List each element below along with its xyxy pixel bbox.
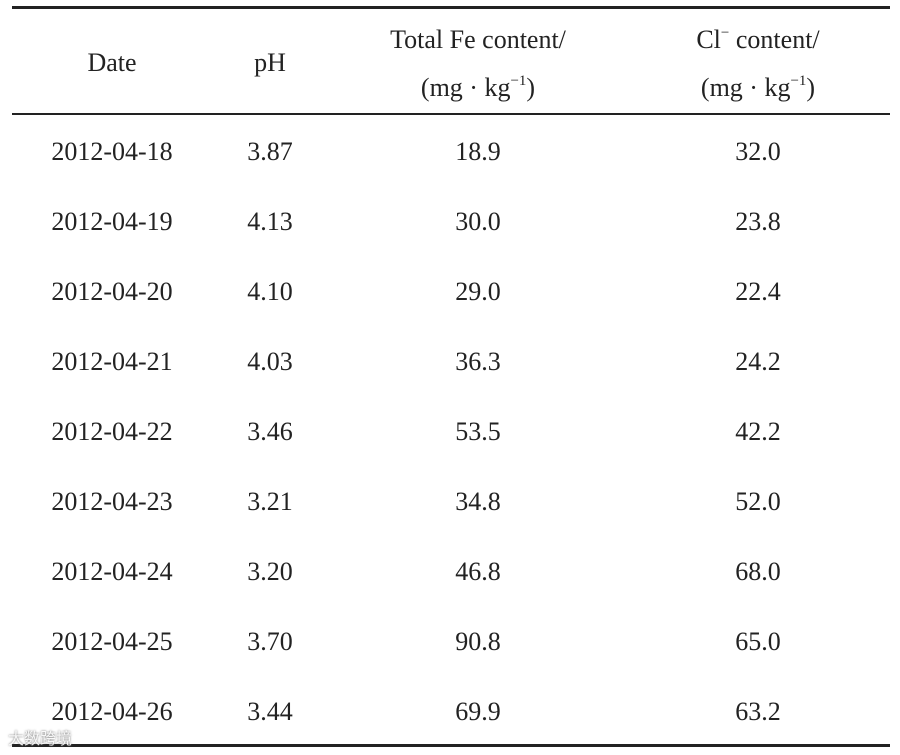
table-cell: 3.46: [247, 417, 293, 446]
table-cell: 2012-04-22: [51, 417, 173, 446]
header-cell: Cl− content/: [696, 25, 819, 55]
table-cell: 30.0: [455, 207, 501, 236]
table-cell: 22.4: [735, 277, 781, 306]
table-cell: 90.8: [455, 627, 501, 656]
header-unit: (mg · kg−1): [421, 73, 535, 103]
table-cell: 18.9: [455, 137, 501, 166]
text: (mg · kg: [700, 73, 791, 102]
table-cell: 24.2: [735, 347, 781, 376]
text: ): [526, 73, 536, 102]
table-cell: 68.0: [735, 557, 781, 586]
table-cell: 2012-04-24: [51, 557, 173, 586]
table-cell: 4.10: [247, 277, 293, 306]
table-cell: 2012-04-26: [51, 697, 173, 726]
table-cell: 3.20: [247, 557, 293, 586]
bottom-rule: [12, 744, 890, 747]
superscript: −1: [790, 73, 807, 89]
table-cell: 4.13: [247, 207, 293, 236]
table-cell: 3.44: [247, 697, 293, 726]
table-cell: 29.0: [455, 277, 501, 306]
table-cell: 3.21: [247, 487, 293, 516]
table-cell: 3.87: [247, 137, 293, 166]
watermark: 大数跨境: [8, 729, 73, 748]
table-cell: 52.0: [735, 487, 781, 516]
table-cell: 2012-04-25: [51, 627, 173, 656]
table-cell: 53.5: [455, 417, 501, 446]
table-cell: 69.9: [455, 697, 501, 726]
table-cell: 36.3: [455, 347, 501, 376]
text: (mg · kg: [420, 73, 511, 102]
table-cell: 2012-04-19: [51, 207, 173, 236]
table-cell: 46.8: [455, 557, 501, 586]
table-cell: 65.0: [735, 627, 781, 656]
text: ): [806, 73, 816, 102]
superscript: −1: [510, 73, 527, 89]
superscript: −: [720, 25, 730, 41]
header-rule: [12, 113, 890, 115]
text: content/: [729, 25, 820, 54]
table-cell: 32.0: [735, 137, 781, 166]
table-cell: 42.2: [735, 417, 781, 446]
table-cell: 34.8: [455, 487, 501, 516]
header-cell: pH: [254, 48, 286, 77]
text: Cl: [696, 25, 721, 54]
table-cell: 3.70: [247, 627, 293, 656]
table-cell: 4.03: [247, 347, 293, 376]
table-cell: 63.2: [735, 697, 781, 726]
table-cell: 2012-04-23: [51, 487, 173, 516]
table-cell: 23.8: [735, 207, 781, 236]
header-unit: (mg · kg−1): [701, 73, 815, 103]
table-cell: 2012-04-21: [51, 347, 173, 376]
table-cell: 2012-04-18: [51, 137, 173, 166]
table-cell: 2012-04-20: [51, 277, 173, 306]
header-cell: Total Fe content/: [390, 25, 566, 54]
header-cell: Date: [87, 48, 137, 77]
top-rule: [12, 6, 890, 9]
